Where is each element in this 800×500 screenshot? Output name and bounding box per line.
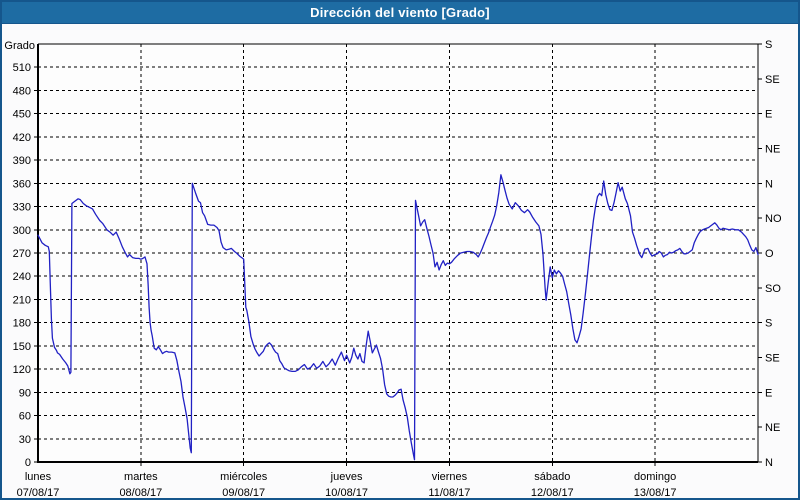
compass-tick-label: S [765,318,772,330]
compass-tick-label: E [765,109,772,121]
y-axis-tick-label: 300 [13,225,31,237]
chart-canvas: 0 30 60 90 120 150 180 210 240 270 300 330 360 390 420… [4,39,782,498]
y-axis-tick-label: 60 [19,411,31,423]
x-day-label: sábado [534,471,570,483]
compass-tick-label: N [765,457,773,469]
x-day-label: jueves [330,471,363,483]
compass-tick-label: SO [765,283,781,295]
y-axis-tick-label: 180 [13,318,31,330]
chart-area: 0 30 60 90 120 150 180 210 240 270 300 330 360 390 420… [2,24,798,498]
x-day-label: domingo [634,471,676,483]
y-axis-tick-label: 420 [13,132,31,144]
y-axis-tick-label: 30 [19,434,31,446]
y-axis-tick-label: 150 [13,341,31,353]
y-axis-tick-label: 480 [13,85,31,97]
compass-tick-label: E [765,387,772,399]
x-date-label: 11/08/17 [428,487,470,498]
x-date-label: 13/08/17 [634,487,677,498]
y-axis-tick-label: 270 [13,248,31,260]
x-date-label: 08/08/17 [119,487,162,498]
x-day-label: martes [124,471,158,483]
y-axis-tick-label: 240 [13,271,31,283]
y-axis-tick-label: 0 [25,457,31,469]
title-bar: Dirección del viento [Grado] [2,2,798,24]
compass-tick-label: S [765,39,772,51]
x-date-label: 10/08/17 [325,487,368,498]
y-axis-title: Grado [4,40,35,52]
y-axis-tick-label: 120 [13,364,31,376]
compass-tick-label: SE [765,353,780,365]
chart-title: Dirección del viento [Grado] [310,5,490,20]
x-date-label: 12/08/17 [531,487,574,498]
x-date-label: 09/08/17 [222,487,265,498]
x-day-label: lunes [25,471,52,483]
x-day-label: miércoles [220,471,268,483]
compass-tick-label: NO [765,213,782,225]
compass-tick-label: NE [765,422,780,434]
compass-tick-label: N [765,178,773,190]
y-axis-tick-label: 450 [13,109,31,121]
y-axis-tick-label: 330 [13,202,31,214]
wind-direction-line [37,174,759,461]
x-day-label: viernes [432,471,468,483]
y-axis-tick-label: 390 [13,155,31,167]
y-axis-tick-label: 90 [19,387,31,399]
compass-tick-label: O [765,248,774,260]
compass-tick-label: SE [765,74,780,86]
y-axis-tick-label: 510 [13,62,31,74]
compass-tick-label: NE [765,144,780,156]
y-axis-tick-label: 210 [13,294,31,306]
y-axis-tick-label: 360 [13,178,31,190]
x-date-label: 07/08/17 [17,487,60,498]
